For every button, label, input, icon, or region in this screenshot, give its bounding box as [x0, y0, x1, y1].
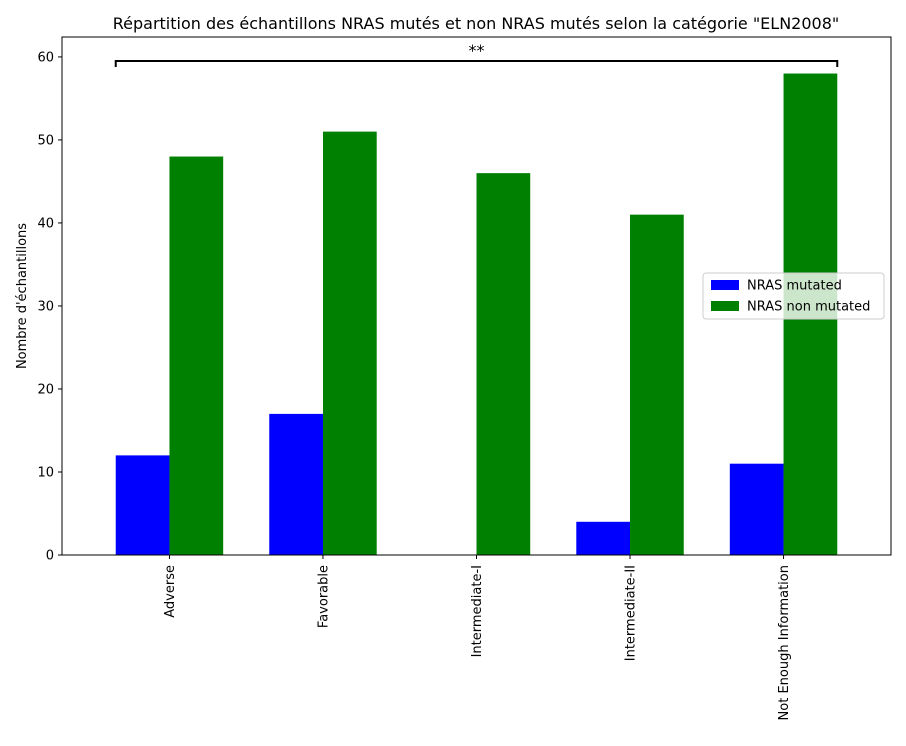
x-axis: Adverse Favorable Intermediate-I Intermedia…	[163, 555, 792, 720]
legend-label: NRAS non mutated	[747, 300, 870, 315]
significance-bracket	[114, 60, 839, 67]
x-tick-label: Intermediate-II	[624, 565, 639, 661]
y-tick-label: 0	[46, 549, 54, 564]
legend: NRAS mutated NRAS non mutated	[702, 272, 885, 320]
y-tick-label: 50	[37, 133, 54, 148]
x-tick-label: Favorable	[316, 565, 331, 628]
y-tick-label: 40	[37, 216, 54, 231]
bar-non-mutated-3	[630, 214, 684, 555]
significance-label: **	[469, 41, 485, 60]
bar-mutated-0	[115, 455, 170, 555]
x-tick-label: Adverse	[163, 565, 178, 618]
y-axis-label: Nombre d'échantillons	[15, 223, 30, 369]
legend-box	[702, 272, 885, 320]
bar-mutated-1	[269, 413, 323, 555]
bar-mutated-4	[729, 463, 784, 555]
y-tick-label: 60	[37, 50, 54, 65]
bar-mutated-3	[576, 521, 631, 555]
y-tick-label: 30	[37, 299, 54, 314]
legend-swatch	[711, 280, 739, 290]
legend-label: NRAS mutated	[747, 279, 842, 294]
x-tick-label: Not Enough Information	[777, 565, 792, 720]
y-axis: 0 10 20 30 40 50 60	[37, 50, 62, 564]
bar-non-mutated-0	[169, 156, 224, 556]
chart-title: Répartition des échantillons NRAS mutés …	[113, 14, 840, 33]
legend-swatch	[711, 301, 739, 311]
bar-non-mutated-2	[476, 173, 531, 555]
bar-non-mutated-1	[322, 131, 377, 555]
y-tick-label: 10	[37, 465, 54, 480]
significance-annotation: **	[114, 41, 839, 67]
y-tick-label: 20	[37, 382, 54, 397]
x-tick-label: Intermediate-I	[470, 565, 485, 657]
